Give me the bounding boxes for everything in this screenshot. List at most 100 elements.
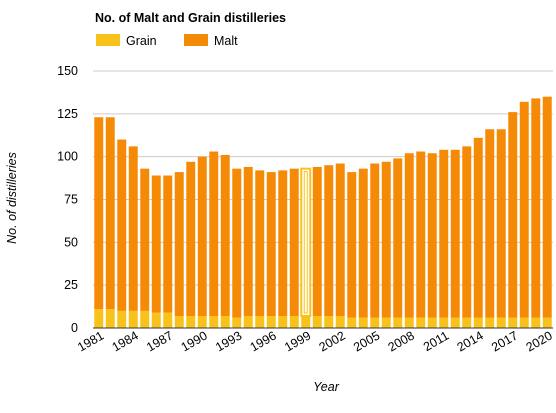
y-tick-label: 100 [57,150,78,164]
bar-malt-1993[interactable] [232,168,242,318]
bar-malt-2004[interactable] [358,168,368,318]
bar-grain-2011[interactable] [439,317,449,328]
bar-malt-2011[interactable] [439,149,449,318]
bar-malt-2015[interactable] [485,129,495,318]
bar-grain-1985[interactable] [140,310,150,328]
legend-swatch-grain [96,34,120,46]
bar-grain-2009[interactable] [416,317,426,328]
bar-malt-2014[interactable] [473,137,483,318]
x-tick-label: 1999 [282,328,313,354]
bar-malt-1996[interactable] [266,172,276,317]
bar-grain-2001[interactable] [324,316,334,328]
bar-grain-2012[interactable] [450,317,460,328]
bar-grain-2010[interactable] [427,317,437,328]
bar-malt-1990[interactable] [197,156,207,317]
bar-grain-2015[interactable] [485,317,495,328]
bar-grain-1986[interactable] [151,312,161,328]
bar-malt-1994[interactable] [243,166,253,317]
bar-grain-1999[interactable] [301,316,311,328]
bar-grain-1981[interactable] [94,309,104,328]
bar-malt-1991[interactable] [209,151,219,317]
bar-grain-2003[interactable] [347,317,357,328]
bar-malt-2010[interactable] [427,153,437,318]
bar-malt-1983[interactable] [117,139,127,311]
y-tick-label: 25 [64,278,78,292]
x-axis-ticks: 1981 1984 1987 1990 1993 1996 1999 2002 2005 2008… [75,328,555,354]
bar-malt-2019[interactable] [531,98,541,318]
bar-grain-2013[interactable] [462,317,472,328]
bar-grain-2006[interactable] [381,317,391,328]
bar-highlight-inner-1999 [303,171,308,314]
bar-grain-1987[interactable] [163,312,173,328]
bar-malt-2009[interactable] [416,151,426,318]
bar-malt-1986[interactable] [151,175,161,313]
bar-grain-2020[interactable] [542,317,552,328]
bar-malt-1989[interactable] [186,161,196,317]
bar-grain-1997[interactable] [278,316,288,328]
bar-grain-1994[interactable] [243,316,253,328]
bar-grain-1988[interactable] [174,316,184,328]
bar-malt-2013[interactable] [462,146,472,318]
bar-malt-1995[interactable] [255,170,265,317]
legend-swatch-malt [184,34,208,46]
bar-malt-2003[interactable] [347,172,357,318]
bar-grain-2014[interactable] [473,317,483,328]
x-tick-label: 1996 [248,328,279,354]
bar-highlight-1999[interactable] [300,167,312,318]
bar-malt-1992[interactable] [220,154,230,317]
y-tick-label: 75 [64,193,78,207]
legend-label-grain: Grain [126,34,157,48]
bar-grain-2017[interactable] [508,317,518,328]
bar-malt-2020[interactable] [542,96,552,318]
bar-grain-1992[interactable] [220,316,230,328]
x-tick-label: 1984 [110,328,141,354]
x-tick-label: 2014 [455,328,486,354]
y-tick-label: 50 [64,235,78,249]
bar-malt-2016[interactable] [496,129,506,318]
bar-grain-1995[interactable] [255,316,265,328]
x-tick-label: 2002 [317,328,348,354]
bar-malt-1985[interactable] [140,168,150,311]
bar-grain-1982[interactable] [105,309,115,328]
bar-grain-2008[interactable] [404,317,414,328]
bar-grain-2004[interactable] [358,317,368,328]
bar-malt-1984[interactable] [128,146,138,311]
bar-grain-1996[interactable] [266,316,276,328]
bar-malt-2008[interactable] [404,153,414,318]
x-tick-label: 1987 [144,328,175,354]
x-tick-label: 1981 [75,328,106,354]
bar-malt-2007[interactable] [393,158,403,318]
bar-grain-2019[interactable] [531,317,541,328]
bar-malt-2000[interactable] [312,166,322,317]
bar-grain-1990[interactable] [197,316,207,328]
bar-malt-1981[interactable] [94,117,104,310]
bar-malt-2012[interactable] [450,149,460,318]
bar-grain-2007[interactable] [393,317,403,328]
x-tick-label: 1993 [213,328,244,354]
bar-grain-1984[interactable] [128,310,138,328]
bar-grain-1993[interactable] [232,317,242,328]
bar-grain-1989[interactable] [186,316,196,328]
bar-grain-1983[interactable] [117,310,127,328]
chart-title: No. of Malt and Grain distilleries [95,11,286,25]
bar-grain-2005[interactable] [370,317,380,328]
bar-malt-2005[interactable] [370,163,380,318]
bar-grain-2002[interactable] [335,316,345,328]
bar-malt-2006[interactable] [381,161,391,318]
bar-malt-1988[interactable] [174,172,184,317]
bar-grain-1998[interactable] [289,316,299,328]
bar-grain-2018[interactable] [519,317,529,328]
bar-malt-1998[interactable] [289,168,299,317]
bar-malt-1997[interactable] [278,170,288,317]
bar-grain-1991[interactable] [209,316,219,328]
bar-grain-2000[interactable] [312,316,322,328]
bar-malt-1982[interactable] [105,117,115,310]
bar-malt-2017[interactable] [508,112,518,318]
bar-malt-1987[interactable] [163,175,173,313]
bar-malt-2001[interactable] [324,165,334,317]
bar-grain-2016[interactable] [496,317,506,328]
bar-malt-2018[interactable] [519,101,529,318]
bar-malt-2002[interactable] [335,163,345,317]
y-tick-label: 125 [57,107,78,121]
y-tick-label: 150 [57,64,78,78]
